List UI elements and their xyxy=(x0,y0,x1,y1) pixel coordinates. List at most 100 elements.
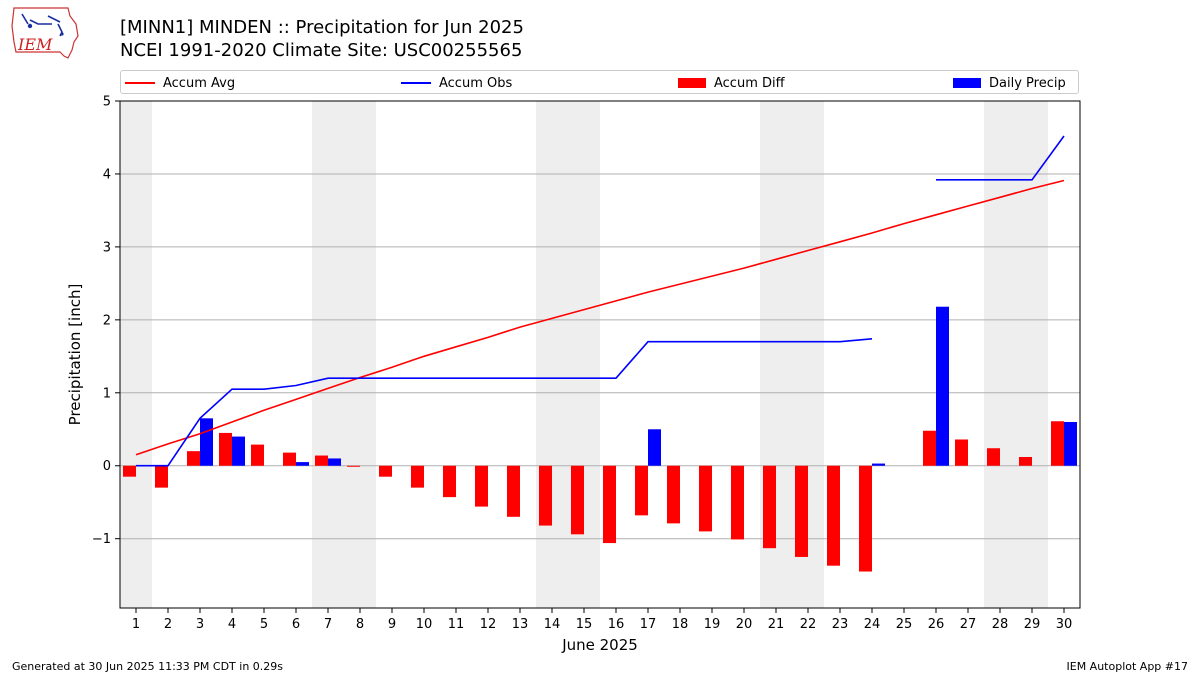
logo-text: IEM xyxy=(17,35,53,54)
legend-label-daily-precip: Daily Precip xyxy=(989,75,1066,91)
x-tick-label-27: 27 xyxy=(960,617,977,632)
y-tick-label-4: 3 xyxy=(103,240,111,255)
x-tick-label-10: 10 xyxy=(416,617,433,632)
accum-diff-bar-29 xyxy=(1019,456,1032,466)
y-axis-label: Precipitation [inch] xyxy=(66,284,84,426)
x-tick-label-9: 9 xyxy=(388,617,396,632)
accum-diff-bar-18 xyxy=(667,465,680,524)
y-tick-label-0: −1 xyxy=(92,532,111,547)
accum-diff-bar-23 xyxy=(827,465,840,566)
legend-label-accum-diff: Accum Diff xyxy=(714,75,785,91)
legend-item-accum-diff: Accum Diff xyxy=(678,74,785,92)
accum-diff-bar-22 xyxy=(795,465,808,557)
accum-avg-line-0 xyxy=(135,179,1065,456)
weekend-shade-4 xyxy=(984,101,1048,608)
x-tick-label-3: 3 xyxy=(196,617,204,632)
legend-label-accum-avg: Accum Avg xyxy=(163,75,236,91)
daily-precip-bar-26 xyxy=(936,306,949,466)
legend-swatch-accum-obs xyxy=(401,82,431,84)
x-tick-label-13: 13 xyxy=(512,617,529,632)
accum-diff-bar-8 xyxy=(347,465,360,467)
x-tick-label-7: 7 xyxy=(324,617,332,632)
x-tick-label-25: 25 xyxy=(896,617,913,632)
daily-precip-bar-6 xyxy=(296,462,309,466)
footer-app: IEM Autoplot App #17 xyxy=(1066,660,1189,673)
daily-precip-bar-4 xyxy=(232,436,245,466)
accum-obs-line-0 xyxy=(136,338,873,467)
legend-label-accum-obs: Accum Obs xyxy=(439,75,513,91)
x-tick-label-18: 18 xyxy=(672,617,689,632)
x-tick-label-29: 29 xyxy=(1024,617,1041,632)
legend: Accum Avg Accum Obs Accum Diff Daily Pre… xyxy=(120,70,1079,94)
x-tick-label-16: 16 xyxy=(608,617,625,632)
legend-swatch-accum-diff xyxy=(678,78,706,88)
accum-diff-bar-15 xyxy=(571,465,584,535)
x-tick-label-17: 17 xyxy=(640,617,657,632)
accum-diff-bar-3 xyxy=(187,451,200,466)
chart-subtitle: NCEI 1991-2020 Climate Site: USC00255565 xyxy=(120,40,523,61)
x-tick-label-2: 2 xyxy=(164,617,172,632)
accum-diff-bar-2 xyxy=(155,465,168,488)
accum-diff-bar-13 xyxy=(507,465,520,517)
y-tick-label-2: 1 xyxy=(103,386,111,401)
x-tick-label-20: 20 xyxy=(736,617,753,632)
x-tick-label-24: 24 xyxy=(864,617,881,632)
chart-title: [MINN1] MINDEN :: Precipitation for Jun … xyxy=(120,17,524,38)
accum-diff-bar-20 xyxy=(731,465,744,540)
weekend-shade-0 xyxy=(120,101,152,608)
weekend-shade-2 xyxy=(536,101,600,608)
weekend-shade-1 xyxy=(312,101,376,608)
legend-item-daily-precip: Daily Precip xyxy=(953,74,1066,92)
accum-diff-bar-11 xyxy=(443,465,456,498)
x-tick-label-26: 26 xyxy=(928,617,945,632)
x-tick-label-14: 14 xyxy=(544,617,561,632)
plot-frame xyxy=(119,100,1081,609)
x-tick-label-19: 19 xyxy=(704,617,721,632)
x-tick-label-11: 11 xyxy=(448,617,465,632)
accum-diff-bar-24 xyxy=(859,465,872,572)
accum-diff-bar-5 xyxy=(251,444,264,466)
accum-diff-bar-12 xyxy=(475,465,488,507)
daily-precip-bar-30 xyxy=(1064,421,1077,466)
x-tick-label-1: 1 xyxy=(132,617,140,632)
x-tick-label-22: 22 xyxy=(800,617,817,632)
accum-diff-bar-10 xyxy=(411,465,424,488)
y-tick-label-1: 0 xyxy=(103,459,111,474)
x-tick-label-30: 30 xyxy=(1056,617,1073,632)
accum-diff-bar-6 xyxy=(283,452,296,466)
footer-generated: Generated at 30 Jun 2025 11:33 PM CDT in… xyxy=(12,660,284,673)
daily-precip-bar-3 xyxy=(200,418,213,466)
y-tick-label-5: 4 xyxy=(103,167,111,182)
accum-diff-bar-7 xyxy=(315,455,328,466)
accum-diff-bar-30 xyxy=(1051,421,1064,466)
accum-diff-bar-1 xyxy=(123,465,136,477)
x-tick-label-15: 15 xyxy=(576,617,593,632)
accum-diff-bar-4 xyxy=(219,432,232,466)
accum-diff-bar-9 xyxy=(379,465,392,477)
y-tick-label-6: 5 xyxy=(103,95,111,110)
x-tick-label-28: 28 xyxy=(992,617,1009,632)
accum-obs-line-1 xyxy=(936,135,1065,181)
y-tick-label-3: 2 xyxy=(103,313,111,328)
legend-swatch-daily-precip xyxy=(953,78,981,88)
accum-diff-bar-27 xyxy=(955,439,968,466)
accum-diff-bar-19 xyxy=(699,465,712,532)
legend-item-accum-avg: Accum Avg xyxy=(125,74,235,92)
x-tick-label-6: 6 xyxy=(292,617,300,632)
x-tick-label-5: 5 xyxy=(260,617,268,632)
accum-diff-bar-17 xyxy=(635,465,648,516)
x-axis-label: June 2025 xyxy=(561,636,638,654)
daily-precip-bar-17 xyxy=(648,429,661,466)
x-tick-label-4: 4 xyxy=(228,617,236,632)
accum-diff-bar-28 xyxy=(987,448,1000,466)
daily-precip-bar-24 xyxy=(872,463,885,466)
x-tick-label-8: 8 xyxy=(356,617,364,632)
x-tick-label-21: 21 xyxy=(768,617,785,632)
x-tick-label-12: 12 xyxy=(480,617,497,632)
iem-logo: IEM xyxy=(11,7,79,59)
daily-precip-bar-7 xyxy=(328,458,341,466)
accum-diff-bar-14 xyxy=(539,465,552,526)
legend-swatch-accum-avg xyxy=(125,82,155,84)
accum-diff-bar-26 xyxy=(923,430,936,466)
